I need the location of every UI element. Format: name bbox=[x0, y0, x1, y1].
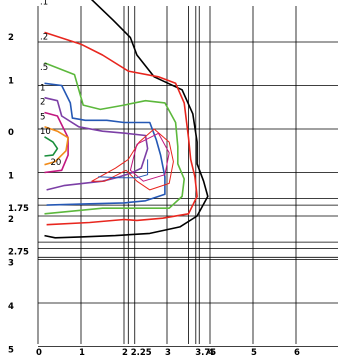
contour-label-5: 5 bbox=[40, 112, 45, 122]
contour-level-7 bbox=[44, 136, 59, 157]
x-tick-label-2: 2 bbox=[122, 348, 128, 358]
x-tick-label-5: 3.75 bbox=[195, 348, 216, 358]
contour-label-3: 1 bbox=[40, 83, 45, 93]
contour-inner-0 bbox=[91, 128, 174, 191]
y-tick-label-4: 1 bbox=[8, 172, 14, 182]
x-tick-label-8: 6 bbox=[294, 348, 300, 358]
contour-inner-2 bbox=[98, 159, 149, 179]
x-tick-label-7: 5 bbox=[251, 348, 257, 358]
x-tick-label-6: 4 bbox=[208, 348, 214, 358]
contour-level-0 bbox=[44, 0, 209, 239]
y-tick-label-3: 0 bbox=[8, 128, 14, 138]
contour-label-1: .2 bbox=[40, 32, 48, 42]
y-tick-label-6: 2 bbox=[8, 215, 14, 225]
y-tick-label-5: 1.75 bbox=[8, 204, 29, 214]
x-tick-label-4: 3 bbox=[165, 348, 171, 358]
x-tick-label-0: 0 bbox=[36, 348, 42, 358]
contour-label-2: .5 bbox=[40, 63, 48, 73]
contour-inner-1 bbox=[129, 132, 170, 182]
grid bbox=[37, 6, 338, 347]
contour-level-6 bbox=[44, 126, 69, 166]
x-tick-label-1: 1 bbox=[79, 348, 85, 358]
contour-label-4: 2 bbox=[40, 98, 45, 108]
contour-level-3 bbox=[44, 82, 166, 206]
y-tick-label-9: 4 bbox=[8, 302, 14, 312]
y-tick-label-1: 2 bbox=[8, 33, 14, 43]
contour-lines bbox=[44, 0, 209, 239]
contour-level-2 bbox=[44, 62, 185, 215]
y-tick-label-8: 3 bbox=[8, 259, 14, 269]
contour-level-1 bbox=[44, 31, 198, 226]
contour-labels: .1 .2 .5 1 2 5 10 20 bbox=[40, 0, 61, 168]
contour-label-6: 10 bbox=[40, 127, 51, 137]
x-tick-label-3: 2.25 bbox=[131, 348, 152, 358]
y-tick-label-10: 5 bbox=[8, 346, 14, 356]
x-axis-ticks: 0 1 2 2.25 3 3.754 5 6 bbox=[36, 348, 300, 358]
y-tick-label-7: 2.75 bbox=[8, 248, 29, 258]
contour-label-7: 20 bbox=[50, 158, 61, 168]
contour-label-0: .1 bbox=[40, 0, 48, 8]
y-tick-label-2: 1 bbox=[8, 77, 14, 87]
contour-level-5 bbox=[44, 111, 69, 174]
